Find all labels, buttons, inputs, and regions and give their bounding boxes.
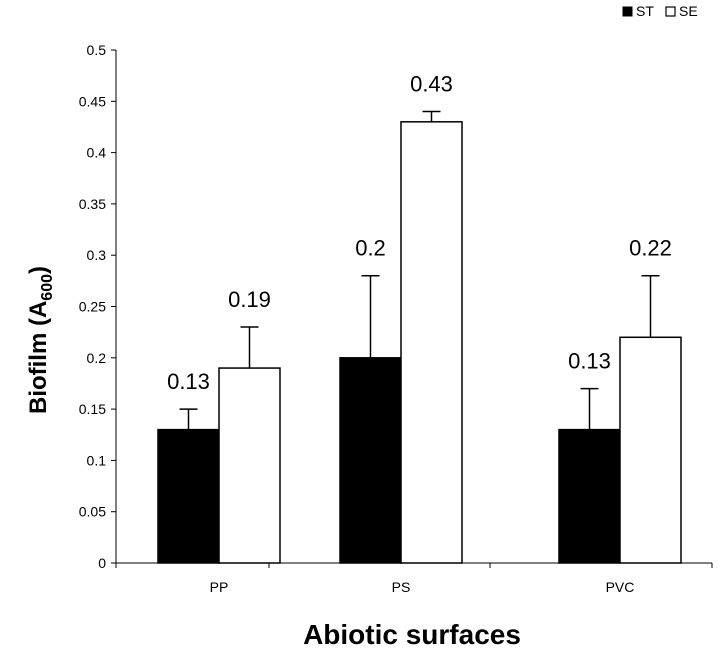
y-tick-label: 0.35	[79, 196, 106, 212]
data-label: 0.22	[629, 236, 672, 261]
y-axis-title: Biofilm (A600)	[25, 266, 56, 414]
y-tick-label: 0.1	[87, 452, 107, 468]
y-tick-label: 0.3	[87, 247, 107, 263]
data-label: 0.13	[568, 349, 611, 374]
y-tick-label: 0.2	[87, 350, 107, 366]
y-tick-label: 0.05	[79, 504, 106, 520]
y-tick-label: 0.45	[79, 93, 106, 109]
bar-st-pp	[157, 428, 220, 564]
data-label: 0.13	[167, 369, 210, 394]
legend-label-st: ST	[636, 3, 654, 19]
legend: ST SE	[622, 3, 698, 19]
legend-swatch-se	[665, 6, 676, 17]
y-axis-title-main: Biofilm (A	[25, 301, 52, 414]
bar-st-ps	[339, 357, 402, 564]
y-tick-label: 0	[98, 555, 106, 571]
bar-se-pvc	[619, 336, 682, 564]
y-tick-label: 0.5	[87, 42, 107, 58]
y-axis-title-end: )	[25, 266, 52, 274]
data-label: 0.43	[410, 72, 453, 97]
x-tick-label: PVC	[606, 579, 635, 595]
bar-st-pvc	[558, 428, 621, 564]
plot-area: 0 0.05 0.1 0.15 0.2 0.25 0.3 0.35 0.4 0.45 0.5 0.13…	[79, 42, 713, 595]
y-tick-label: 0.25	[79, 299, 106, 315]
data-label: 0.2	[355, 236, 386, 261]
x-tick-label: PP	[210, 579, 229, 595]
bar-se-pp	[218, 367, 281, 564]
bar-se-ps	[400, 121, 463, 564]
y-axis-title-subscript: 600	[39, 274, 56, 301]
y-tick-label: 0.15	[79, 401, 106, 417]
data-label: 0.19	[228, 287, 271, 312]
x-tick-label: PS	[392, 579, 411, 595]
y-tick-label: 0.4	[87, 145, 107, 161]
x-axis-title: Abiotic surfaces	[303, 619, 521, 648]
legend-label-se: SE	[679, 3, 698, 19]
legend-swatch-st	[622, 6, 633, 17]
